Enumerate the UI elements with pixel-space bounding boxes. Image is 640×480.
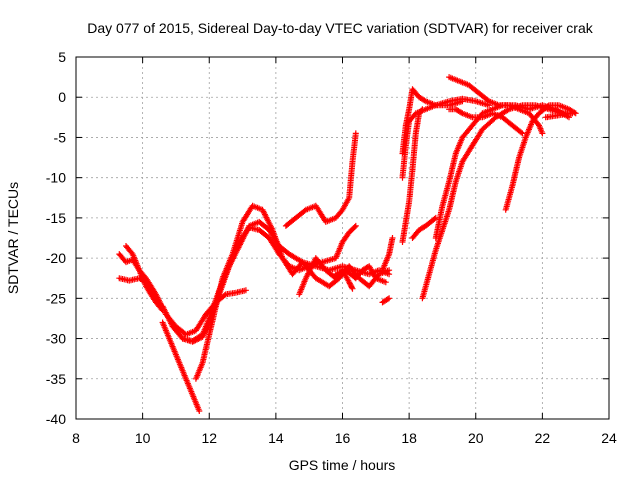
- axes: 8 10 12 14 16 18 20 22 24 5 0 -5 -10 -15 -20 -25 -30 -35 -…: [46, 49, 617, 446]
- y-tick-label: -40: [46, 411, 66, 427]
- y-tick-label: 5: [58, 49, 66, 65]
- series-markers: [399, 86, 466, 157]
- y-tick-label: -10: [46, 170, 66, 186]
- series-markers: [446, 106, 526, 137]
- series-trace-b: [116, 251, 166, 314]
- x-tick-label: 12: [201, 430, 217, 446]
- x-tick-label: 18: [401, 430, 417, 446]
- series-trace-w: [542, 110, 576, 121]
- x-tick-label: 20: [468, 430, 484, 446]
- series-markers: [432, 102, 572, 241]
- series-trace-c: [123, 243, 166, 311]
- x-tick-label: 24: [601, 430, 617, 446]
- series-trace-u: [446, 74, 546, 137]
- series-trace-s: [432, 102, 572, 241]
- y-tick-label: -5: [54, 129, 67, 145]
- x-tick-label: 22: [535, 430, 551, 446]
- series-markers: [379, 295, 393, 306]
- series-markers: [116, 251, 166, 314]
- data-layer: [116, 74, 579, 414]
- x-tick-label: 10: [135, 430, 151, 446]
- y-tick-label: 0: [58, 89, 66, 105]
- series-markers: [379, 235, 396, 274]
- series-markers: [123, 243, 166, 311]
- series-trace-i: [282, 130, 359, 229]
- series-trace-l: [379, 295, 393, 306]
- y-tick-label: -35: [46, 371, 66, 387]
- series-markers: [502, 102, 579, 213]
- x-tick-label: 16: [335, 430, 351, 446]
- x-tick-label: 8: [72, 430, 80, 446]
- series-markers: [446, 74, 546, 137]
- series-trace-v: [502, 102, 579, 213]
- series-trace-k: [332, 263, 389, 286]
- y-tick-label: -25: [46, 290, 66, 306]
- series-markers: [409, 214, 439, 241]
- y-tick-label: -15: [46, 210, 66, 226]
- y-axis-label: SDTVAR / TECUs: [5, 182, 21, 294]
- series-markers: [542, 110, 576, 121]
- series-markers: [159, 319, 203, 414]
- series-trace-q: [409, 214, 439, 241]
- y-tick-label: -20: [46, 250, 66, 266]
- x-axis-label: GPS time / hours: [289, 457, 396, 473]
- series-markers: [399, 106, 426, 245]
- series-trace-m: [379, 235, 396, 274]
- y-tick-label: -30: [46, 331, 66, 347]
- series-trace-p: [399, 86, 466, 157]
- series-trace-f: [159, 319, 203, 414]
- series-markers: [332, 263, 389, 286]
- chart-title: Day 077 of 2015, Sidereal Day-to-day VTE…: [87, 20, 593, 36]
- series-trace-t: [446, 106, 526, 137]
- x-tick-label: 14: [268, 430, 284, 446]
- series-markers: [282, 130, 359, 229]
